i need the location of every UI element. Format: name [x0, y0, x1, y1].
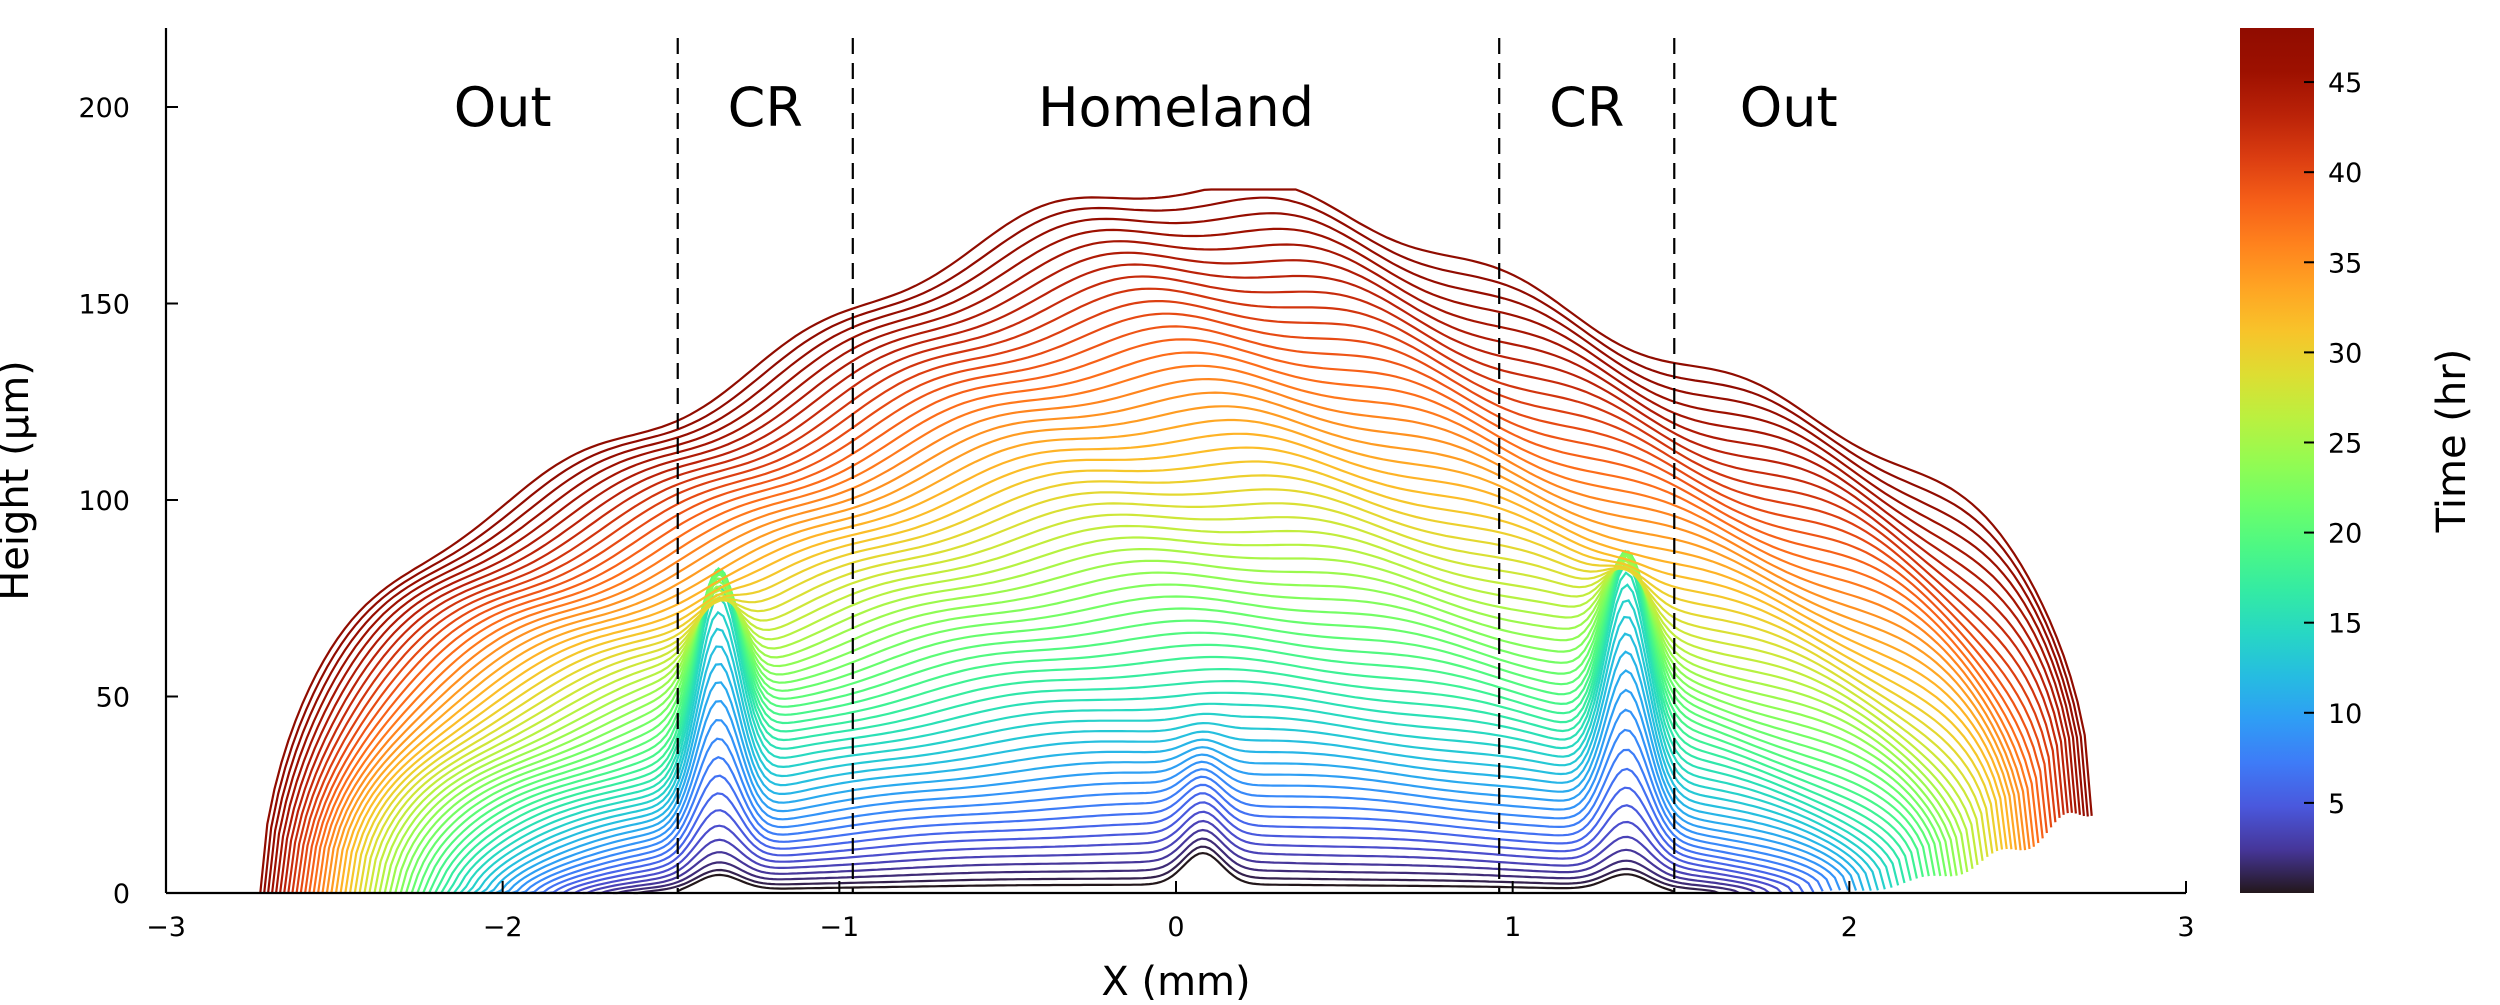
- axes: −3 −2 −1 0 1 2 3 0 50 100 150 200 X (mm) Height (µm): [0, 28, 2195, 1005]
- colorbar-tick-label: 40: [2328, 158, 2362, 189]
- colorbar-tick-label: 25: [2328, 428, 2362, 459]
- series-line: [373, 524, 1979, 894]
- series-line: [570, 810, 1783, 895]
- series-line: [325, 391, 2027, 894]
- y-tick-label: 150: [78, 290, 130, 321]
- series-line: [473, 615, 1879, 894]
- series-line: [453, 571, 1900, 894]
- y-tick-label: 100: [78, 486, 130, 517]
- x-axis-label: X (mm): [1101, 959, 1250, 1000]
- colorbar-tick-label: 20: [2328, 519, 2362, 550]
- series-line: [353, 474, 1999, 894]
- series-line: [487, 650, 1865, 894]
- series-line: [410, 550, 1942, 894]
- series-line: [503, 688, 1850, 895]
- series-line: [363, 502, 1989, 894]
- colorbar-tick-label: 45: [2328, 68, 2362, 99]
- series-line: [529, 748, 1824, 895]
- series-line: [422, 550, 1930, 894]
- series-line: [275, 240, 2077, 894]
- colorbar-tick-label: 35: [2328, 248, 2362, 279]
- series-line: [308, 338, 2044, 894]
- colorbar-tick-label: 30: [2328, 338, 2362, 369]
- y-tick-label: 0: [113, 879, 130, 910]
- series-line: [339, 432, 2013, 894]
- series-line: [368, 513, 1984, 894]
- series-line: [446, 563, 1906, 894]
- series-line: [466, 599, 1886, 894]
- y-axis-label: Height (µm): [0, 360, 38, 601]
- colorbar-tick-label: 5: [2328, 789, 2345, 820]
- series-line: [388, 557, 1964, 894]
- series-line: [348, 460, 2004, 894]
- x-tick-label: 1: [1504, 912, 1521, 943]
- series-line: [271, 227, 2081, 894]
- series-line: [405, 550, 1947, 894]
- series-line: [299, 312, 2053, 894]
- colorbar-label: Time (hr): [2429, 349, 2475, 534]
- region-labels: Out CR Homeland CR Out: [454, 76, 1838, 139]
- series-line: [267, 212, 2085, 894]
- series-line: [434, 553, 1918, 894]
- series-line: [321, 377, 2031, 894]
- series-line: [399, 553, 1953, 894]
- series-line: [378, 536, 1974, 894]
- series-line: [480, 632, 1872, 894]
- series-line: [291, 287, 2061, 894]
- series-line: [304, 325, 2048, 894]
- series-line: [459, 583, 1893, 894]
- x-tick-label: 2: [1841, 912, 1858, 943]
- series-line: [511, 708, 1842, 895]
- series-line: [520, 728, 1833, 895]
- series-line: [334, 418, 2018, 894]
- colorbar: 5 10 15 20 25 30 35 40 45 Time (hr): [2240, 28, 2475, 893]
- series-line: [612, 837, 1740, 895]
- series-line: [548, 786, 1805, 895]
- series-line: [317, 364, 2035, 894]
- x-tick-label: 0: [1167, 912, 1184, 943]
- region-label: Out: [1740, 76, 1838, 139]
- series-line: [295, 300, 2057, 894]
- series-line: [344, 446, 2008, 894]
- series-line: [330, 405, 2022, 894]
- series-line: [263, 196, 2089, 894]
- region-label: Out: [454, 76, 552, 139]
- series-line: [596, 828, 1756, 895]
- series-line: [633, 845, 1719, 895]
- x-tick-label: 3: [2177, 912, 2194, 943]
- series-line: [287, 275, 2065, 894]
- series-line: [677, 851, 1675, 893]
- colorbar-gradient: [2240, 28, 2314, 893]
- region-label: Homeland: [1038, 76, 1314, 139]
- series-line: [416, 549, 1936, 894]
- series-line: [582, 819, 1770, 895]
- series-line: [312, 351, 2040, 894]
- series-line: [558, 801, 1794, 895]
- series-line: [394, 554, 1958, 894]
- series-line: [495, 669, 1858, 894]
- x-tick-label: −3: [146, 912, 186, 943]
- series-line: [283, 263, 2069, 894]
- y-tick-label: 200: [78, 93, 130, 124]
- y-tick-label: 50: [96, 683, 130, 714]
- series-line: [538, 767, 1815, 895]
- series-line: [383, 548, 1969, 894]
- series-line: [358, 488, 1994, 894]
- x-tick-label: −1: [819, 912, 859, 943]
- vertical-lines: [676, 38, 1676, 893]
- series-line: [279, 251, 2073, 894]
- series-layer: [259, 188, 2093, 895]
- region-label: CR: [728, 76, 803, 139]
- x-tick-label: −2: [483, 912, 523, 943]
- series-line: [259, 188, 2093, 894]
- region-label: CR: [1549, 76, 1624, 139]
- series-line: [440, 557, 1912, 894]
- colorbar-tick-label: 15: [2328, 609, 2362, 640]
- colorbar-tick-label: 10: [2328, 699, 2362, 730]
